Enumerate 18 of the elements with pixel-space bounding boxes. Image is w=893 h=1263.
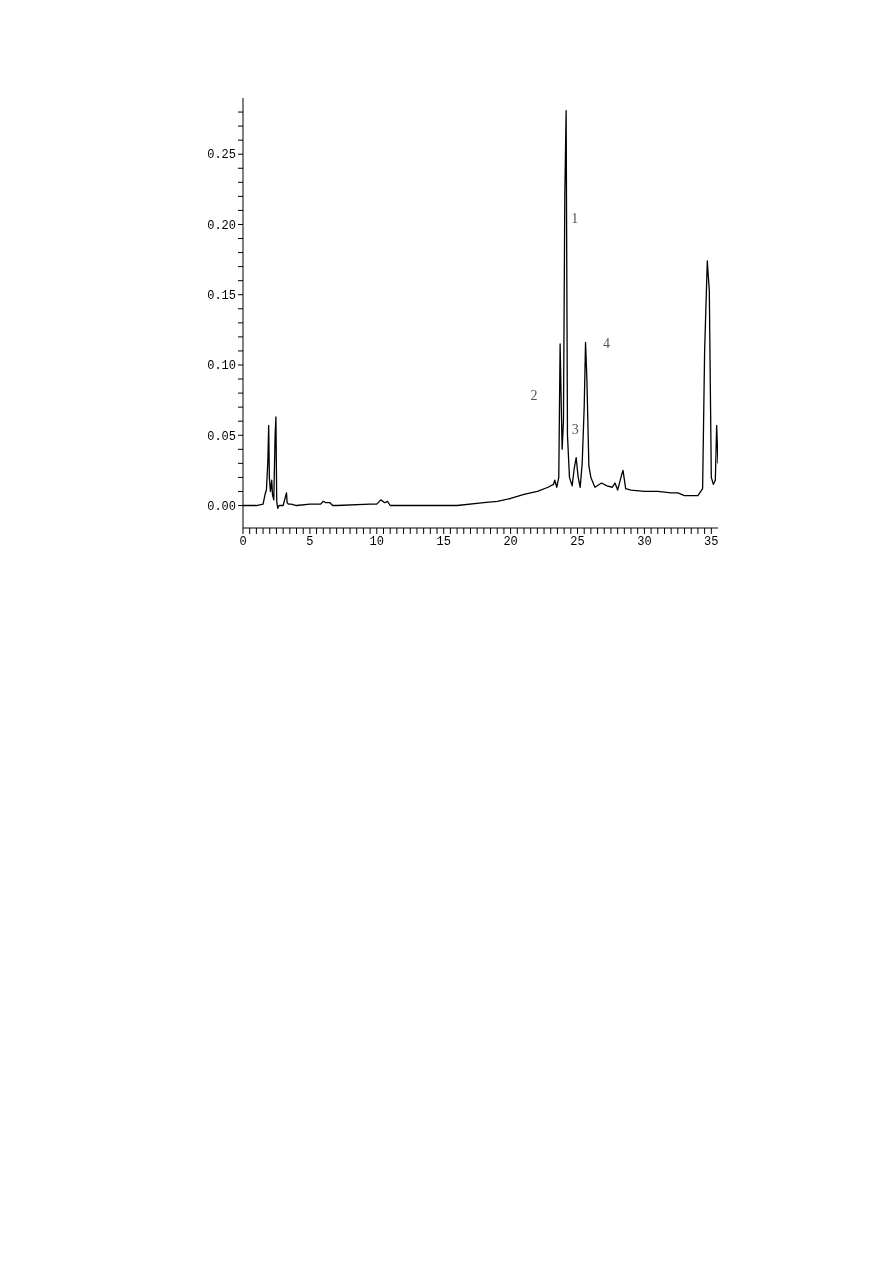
x-tick-label: 5 [306, 534, 314, 549]
y-tick-label: 0.15 [207, 288, 236, 303]
x-tick-label: 25 [570, 534, 585, 549]
annotation: 3 [571, 422, 579, 438]
x-tick-label: 30 [637, 534, 652, 549]
y-tick-label: 0.05 [207, 429, 236, 444]
y-tick-label: 0.20 [207, 218, 236, 233]
x-tick-label: 35 [704, 534, 719, 549]
annotation: 2 [530, 387, 538, 403]
y-tick-label: 0.10 [207, 359, 236, 374]
annotation: 1 [571, 210, 579, 226]
annotation: 4 [603, 336, 611, 352]
y-tick-label: 0.00 [207, 499, 236, 514]
x-tick-label: 0 [239, 534, 247, 549]
x-tick-label: 10 [369, 534, 385, 549]
x-tick-label: 15 [436, 534, 451, 549]
x-tick-label: 20 [503, 534, 518, 549]
y-tick-label: 0.25 [207, 148, 236, 163]
